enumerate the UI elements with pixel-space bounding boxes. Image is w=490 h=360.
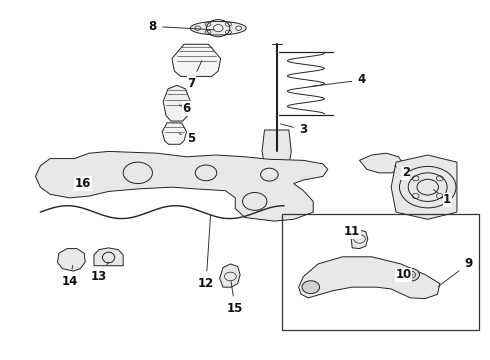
- Polygon shape: [220, 264, 240, 287]
- Text: 10: 10: [395, 268, 413, 281]
- Polygon shape: [298, 257, 440, 298]
- Text: 5: 5: [179, 132, 196, 145]
- Text: 16: 16: [75, 176, 92, 190]
- Polygon shape: [163, 85, 191, 121]
- Text: 9: 9: [439, 257, 472, 287]
- Polygon shape: [360, 153, 403, 173]
- Polygon shape: [262, 130, 291, 166]
- Text: 12: 12: [198, 215, 214, 290]
- Polygon shape: [57, 249, 85, 271]
- Polygon shape: [162, 123, 187, 144]
- Text: 15: 15: [227, 281, 244, 315]
- Text: 2: 2: [395, 166, 410, 179]
- Polygon shape: [172, 44, 220, 76]
- Circle shape: [402, 268, 419, 281]
- Circle shape: [302, 281, 319, 294]
- Text: 8: 8: [148, 20, 214, 33]
- Text: 4: 4: [310, 73, 366, 87]
- Text: 14: 14: [61, 266, 78, 288]
- Polygon shape: [391, 155, 457, 219]
- Polygon shape: [35, 152, 328, 221]
- Text: 3: 3: [281, 123, 308, 136]
- Text: 11: 11: [344, 225, 361, 239]
- Text: 13: 13: [91, 262, 109, 283]
- Text: 7: 7: [187, 60, 202, 90]
- Text: 1: 1: [434, 190, 451, 206]
- Text: 6: 6: [179, 102, 191, 115]
- Polygon shape: [94, 248, 123, 266]
- Polygon shape: [351, 230, 368, 249]
- Ellipse shape: [190, 21, 246, 35]
